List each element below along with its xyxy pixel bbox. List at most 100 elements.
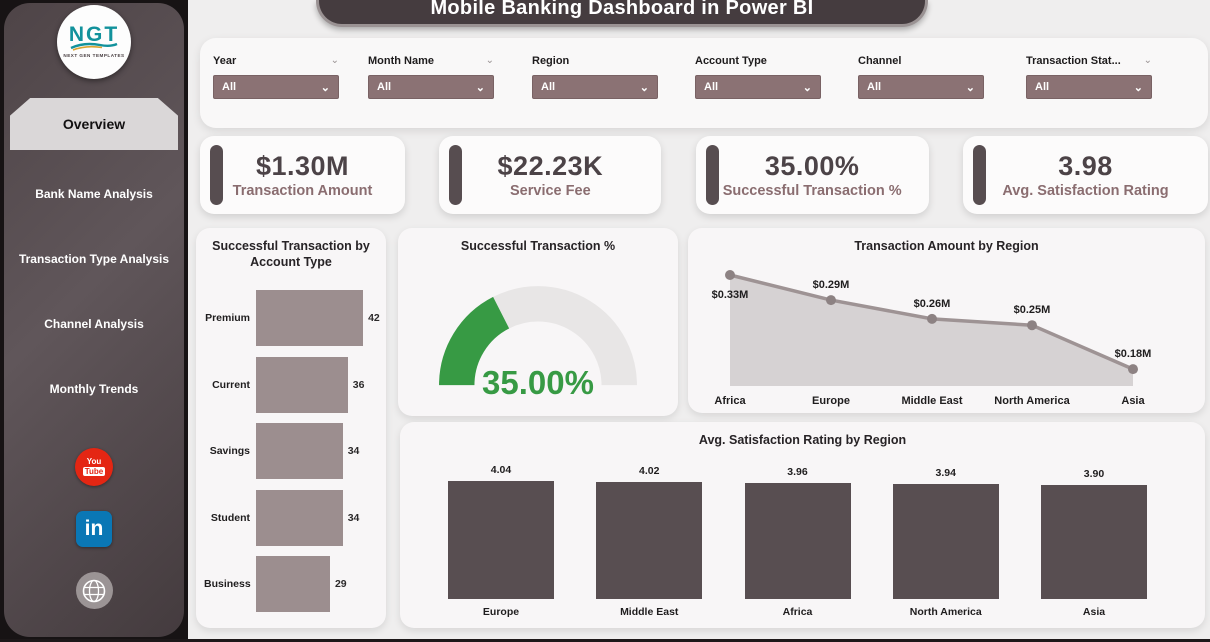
logo-subtext: NEXT GEN TEMPLATES: [63, 53, 125, 58]
filter-month-name: Month Name ⌄ All ⌄: [368, 53, 494, 99]
category-label: Asia: [1082, 606, 1106, 618]
canvas-bottom-edge: [0, 639, 1210, 642]
gauge-track-arc: [493, 286, 637, 386]
chevron-down-icon: ⌄: [639, 81, 649, 94]
data-label: $0.25M: [1014, 304, 1051, 316]
kpi-label: Service Fee: [510, 183, 591, 199]
hbar-rows: Premium 42 Current 36 Savings 34 Student 34 Busi…: [204, 290, 380, 612]
data-point-middle-east[interactable]: [927, 313, 937, 324]
category-label: North America: [909, 606, 982, 618]
region-dropdown[interactable]: All ⌄: [532, 75, 658, 99]
account-type-chart: Successful Transaction by Account Type P…: [196, 228, 386, 628]
kpi-accent-bar: [449, 145, 463, 205]
kpi-accent-bar: [705, 145, 719, 205]
hbar-row-current: Current 36: [204, 356, 380, 413]
chart-title: Successful Transaction by Account Type: [212, 239, 370, 269]
gauge-arc[interactable]: [413, 260, 663, 406]
bar-business[interactable]: [256, 556, 330, 612]
vbar-col-africa: 3.96 Africa: [744, 458, 851, 618]
dashboard-title: Mobile Banking Dashboard in Power BI: [430, 0, 814, 19]
data-point-africa[interactable]: [725, 270, 735, 280]
dropdown-value: All: [541, 81, 556, 93]
data-label: $0.26M: [914, 298, 951, 310]
kpi-card-service-fee: $22.23K Service Fee: [439, 136, 662, 214]
bar-savings[interactable]: [256, 423, 343, 479]
vbar-col-asia: 3.90 Asia: [1041, 458, 1147, 618]
x-axis-label: Asia: [1121, 395, 1145, 407]
bar-asia[interactable]: [1041, 485, 1147, 599]
vbar-col-europe: 4.04 Europe: [448, 458, 554, 618]
filter-label: Channel: [858, 54, 902, 67]
data-label: $0.33M: [712, 289, 749, 301]
chevron-down-icon: ⌄: [965, 81, 975, 94]
x-axis-label: Middle East: [901, 395, 962, 407]
month-name-dropdown[interactable]: All ⌄: [368, 75, 494, 99]
kpi-label: Successful Transaction %: [722, 183, 902, 199]
bar-value-label: 29: [334, 578, 347, 590]
bar-student[interactable]: [256, 489, 343, 546]
youtube-icon-text-top: You: [86, 457, 102, 466]
bar-value-label: 42: [368, 312, 380, 324]
sidebar-item-channel-analysis[interactable]: Channel Analysis: [44, 317, 144, 331]
bar-africa[interactable]: [744, 483, 851, 599]
website-globe-icon[interactable]: [75, 572, 113, 609]
channel-dropdown[interactable]: All ⌄: [858, 75, 984, 99]
dropdown-value: All: [377, 81, 392, 93]
filter-channel: Channel ⌄ All ⌄: [858, 53, 984, 99]
transaction-status-dropdown[interactable]: All ⌄: [1026, 75, 1152, 99]
category-label: Premium: [205, 312, 250, 324]
filter-label: Region: [532, 54, 570, 67]
vbar-col-middle-east: 4.02 Middle East: [596, 458, 703, 618]
chevron-down-icon[interactable]: ⌄: [485, 55, 494, 66]
filter-bar: Year ⌄ All ⌄ Month Name ⌄ All ⌄ Region ⌄ All ⌄…: [200, 38, 1208, 128]
filter-region: Region ⌄ All ⌄: [532, 53, 658, 99]
bar-middle-east[interactable]: [596, 481, 703, 599]
bar-north-america[interactable]: [892, 483, 999, 599]
category-label: Africa: [782, 606, 813, 618]
category-label: Savings: [209, 445, 250, 457]
category-label: Business: [204, 578, 251, 590]
kpi-label: Transaction Amount: [232, 183, 373, 199]
chevron-down-icon[interactable]: ⌄: [330, 55, 339, 66]
sidebar-item-monthly-trends[interactable]: Monthly Trends: [49, 382, 139, 396]
dropdown-value: All: [704, 81, 719, 93]
chevron-down-icon[interactable]: ⌄: [1143, 55, 1152, 66]
dropdown-value: All: [222, 81, 237, 93]
gauge-value: 35.00%: [482, 364, 594, 401]
sidebar-item-overview[interactable]: Overview: [10, 98, 178, 150]
data-point-north-america[interactable]: [1027, 320, 1037, 331]
chevron-down-icon: ⌄: [1133, 81, 1143, 94]
data-point-asia[interactable]: [1128, 364, 1138, 375]
dropdown-value: All: [867, 81, 882, 93]
chevron-down-icon: ⌄: [802, 81, 812, 94]
filter-year: Year ⌄ All ⌄: [213, 53, 339, 99]
x-axis-label: Africa: [714, 395, 746, 407]
gauge-chart: Successful Transaction % 35.00%: [398, 228, 678, 416]
youtube-icon-text-bottom: Tube: [82, 467, 106, 476]
chart-title: Successful Transaction %: [460, 239, 616, 253]
year-dropdown[interactable]: All ⌄: [213, 75, 339, 99]
filter-account-type: Account Type ⌄ All ⌄: [695, 53, 821, 99]
kpi-label: Avg. Satisfaction Rating: [1002, 183, 1169, 199]
linkedin-icon[interactable]: in: [76, 511, 112, 547]
bar-premium[interactable]: [256, 290, 364, 346]
category-label: Middle East: [620, 606, 679, 618]
vbar-col-north-america: 3.94 North America: [892, 458, 999, 618]
bar-europe[interactable]: [448, 481, 554, 599]
logo-text: NGT: [68, 23, 120, 46]
data-label: $0.18M: [1115, 348, 1152, 360]
account-type-dropdown[interactable]: All ⌄: [695, 75, 821, 99]
kpi-value: 3.98: [1058, 151, 1113, 181]
bar-current[interactable]: [256, 356, 348, 413]
youtube-icon[interactable]: You Tube: [75, 448, 113, 486]
sidebar-item-bank-name-analysis[interactable]: Bank Name Analysis: [35, 187, 153, 201]
sidebar: NGT NEXT GEN TEMPLATES Overview Bank Nam…: [4, 3, 184, 637]
kpi-value: 35.00%: [764, 151, 860, 181]
area-chart-plot[interactable]: $0.33M Africa $0.29M Europe $0.26M Middle Eas…: [696, 258, 1196, 410]
data-point-europe[interactable]: [826, 295, 836, 306]
bar-value-label: 3.94: [935, 466, 956, 479]
bar-value-label: 4.02: [639, 464, 660, 477]
sidebar-item-transaction-type-analysis[interactable]: Transaction Type Analysis: [18, 252, 170, 266]
kpi-accent-bar: [972, 145, 986, 205]
bar-value-label: 36: [352, 378, 365, 391]
